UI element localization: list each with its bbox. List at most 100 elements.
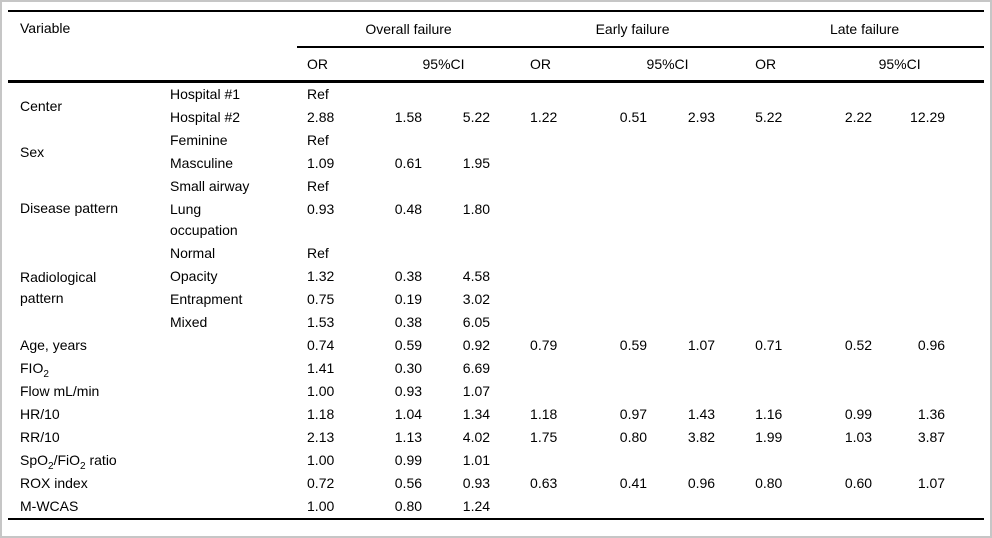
- variable-column-header: Variable: [8, 11, 298, 83]
- or-cell: [745, 265, 815, 288]
- fio2-label: FIO: [20, 360, 44, 376]
- variable-cell: Age, years: [20, 337, 87, 353]
- or-cell: [745, 380, 815, 403]
- ci-high-cell: 2.93: [687, 109, 716, 125]
- level-cell: Opacity: [170, 268, 218, 284]
- ci-low-cell: [815, 449, 874, 472]
- ci-high-cell: [649, 449, 745, 472]
- variable-cell: HR/10: [20, 406, 60, 422]
- overall-or-header: OR: [297, 47, 368, 83]
- or-cell: 1.09: [307, 155, 335, 171]
- ci-low-cell: 0.93: [394, 383, 423, 399]
- ci-low-cell: 0.51: [619, 109, 648, 125]
- ci-high-cell: [649, 357, 745, 380]
- ci-high-cell: [649, 198, 745, 242]
- ci-low-cell: [590, 265, 649, 288]
- level-cell: Mixed: [170, 314, 208, 330]
- ci-high-cell: 3.02: [462, 291, 491, 307]
- ci-high-cell: [649, 152, 745, 175]
- ci-high-cell: [874, 82, 984, 107]
- ci-high-cell: [874, 129, 984, 152]
- or-cell: [520, 129, 590, 152]
- level-cell: Normal: [170, 245, 216, 261]
- ci-high-cell: 4.58: [462, 268, 491, 284]
- or-cell: [520, 242, 590, 265]
- or-cell: [745, 129, 815, 152]
- ci-low-cell: [815, 495, 874, 519]
- ci-low-cell: [590, 82, 649, 107]
- or-cell: 1.32: [307, 268, 335, 284]
- or-cell: 1.00: [307, 383, 335, 399]
- ci-low-cell: [815, 82, 874, 107]
- ci-low-cell: 0.97: [619, 406, 648, 422]
- ci-high-cell: 1.07: [462, 383, 491, 399]
- ci-low-cell: 0.59: [619, 337, 648, 353]
- ci-high-cell: [874, 449, 984, 472]
- ci-low-cell: 0.80: [394, 498, 423, 514]
- variable-cell: Radiological pattern: [20, 269, 97, 306]
- ci-high-cell: [649, 311, 745, 334]
- ci-low-cell: [367, 82, 424, 107]
- ci-high-cell: 1.80: [462, 201, 491, 217]
- table-row: RR/10 2.13 1.13 4.02 1.75 0.80 3.82 1.99…: [8, 426, 984, 449]
- table-row: HR/10 1.18 1.04 1.34 1.18 0.97 1.43 1.16…: [8, 403, 984, 426]
- ci-high-cell: 0.96: [917, 337, 946, 353]
- variable-cell: SpO2/FiO2 ratio: [8, 449, 297, 472]
- or-cell: 0.80: [755, 475, 783, 491]
- ci-low-cell: [590, 198, 649, 242]
- early-ci-header: 95%CI: [590, 47, 746, 83]
- ci-low-cell: [590, 242, 649, 265]
- or-cell: [745, 82, 815, 107]
- ci-low-cell: [590, 449, 649, 472]
- ci-low-cell: [815, 265, 874, 288]
- table-row: SpO2/FiO2 ratio 1.00 0.99 1.01: [8, 449, 984, 472]
- or-cell: [520, 175, 590, 198]
- ci-low-cell: [815, 198, 874, 242]
- or-cell: [520, 449, 590, 472]
- table-row: Flow mL/min 1.00 0.93 1.07: [8, 380, 984, 403]
- ci-high-cell: [649, 380, 745, 403]
- variable-cell: FIO2: [8, 357, 297, 380]
- ci-high-cell: [874, 288, 984, 311]
- ci-high-cell: [874, 198, 984, 242]
- variable-cell: RR/10: [20, 429, 60, 445]
- or-cell: 0.74: [307, 337, 335, 353]
- ci-high-cell: 1.95: [462, 155, 491, 171]
- or-cell: Ref: [307, 86, 329, 102]
- or-cell: [520, 288, 590, 311]
- ci-low-cell: 0.56: [394, 475, 423, 491]
- ci-high-cell: [424, 242, 520, 265]
- or-cell: [745, 175, 815, 198]
- or-cell: 0.71: [755, 337, 783, 353]
- ci-low-cell: [815, 357, 874, 380]
- ci-low-cell: 0.61: [394, 155, 423, 171]
- or-cell: [745, 242, 815, 265]
- table-row: Sex Feminine Ref: [8, 129, 984, 160]
- late-failure-group-header: Late failure: [745, 11, 985, 48]
- ci-high-cell: [874, 380, 984, 403]
- ci-low-cell: [815, 152, 874, 175]
- fio2-subscript: 2: [43, 368, 49, 380]
- ci-low-cell: 0.48: [394, 201, 423, 217]
- spo2-subscript: 2: [48, 460, 54, 472]
- ci-high-cell: 5.22: [462, 109, 491, 125]
- level-cell: Entrapment: [170, 291, 243, 307]
- ci-low-cell: [815, 175, 874, 198]
- ci-low-cell: 1.13: [394, 429, 423, 445]
- level-cell: Lung occupation: [170, 201, 238, 238]
- or-cell: 1.00: [307, 452, 335, 468]
- table-row: Hospital #2 2.88 1.58 5.22 1.22 0.51 2.9…: [8, 106, 984, 129]
- ci-high-cell: [874, 357, 984, 380]
- or-cell: 1.16: [755, 406, 783, 422]
- or-cell: 1.75: [530, 429, 558, 445]
- or-cell: [745, 495, 815, 519]
- variable-cell: Center: [20, 97, 63, 114]
- ci-low-cell: [590, 152, 649, 175]
- ci-low-cell: [815, 311, 874, 334]
- ci-low-cell: 1.58: [394, 109, 423, 125]
- or-cell: [520, 495, 590, 519]
- level-cell: Hospital #1: [170, 86, 241, 102]
- early-failure-group-header: Early failure: [520, 11, 746, 48]
- or-cell: Ref: [307, 245, 329, 261]
